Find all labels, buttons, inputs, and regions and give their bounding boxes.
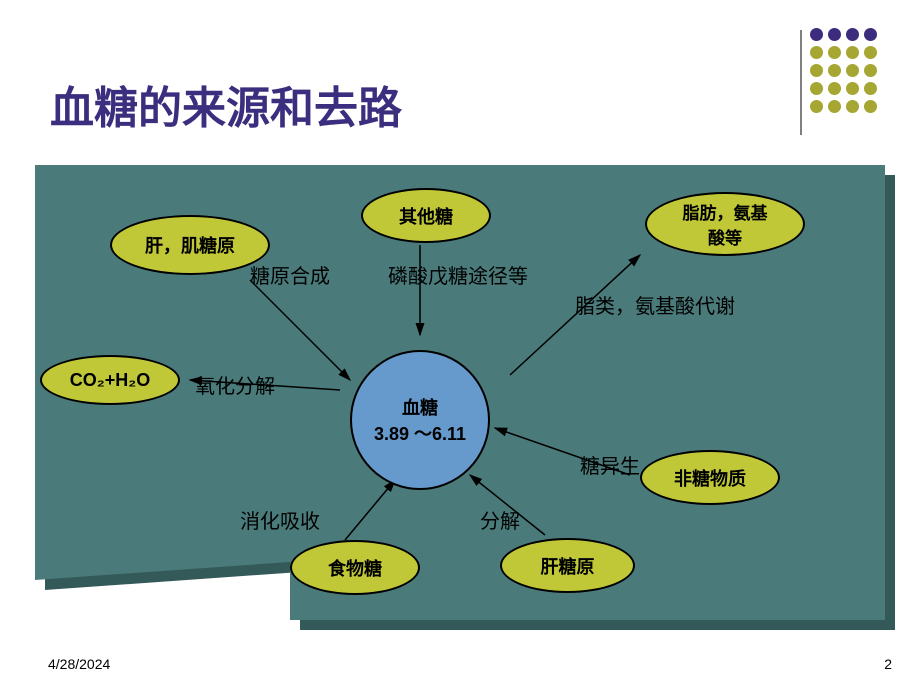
footer-date: 4/28/2024	[48, 656, 110, 672]
decorative-dot	[828, 64, 841, 77]
oval-o5: 非糖物质	[640, 450, 780, 505]
page-title: 血糖的来源和去路	[50, 72, 402, 136]
blood-sugar-center: 血糖 3.89 ～6.11	[350, 350, 490, 490]
oval-label: 其他糖	[399, 203, 453, 229]
decorative-dot	[846, 64, 859, 77]
arrow	[250, 280, 350, 380]
decorative-dots	[810, 28, 882, 118]
center-label-1: 血糖	[402, 394, 438, 420]
edge-label: 脂类，氨基酸代谢	[575, 290, 735, 319]
oval-o7: 肝糖原	[500, 538, 635, 593]
title-divider	[800, 30, 802, 135]
decorative-dot	[846, 28, 859, 41]
edge-label: 磷酸戊糖途径等	[388, 260, 528, 289]
decorative-dot	[846, 100, 859, 113]
edge-label: 糖原合成	[250, 260, 330, 289]
oval-o2: 其他糖	[361, 188, 491, 243]
decorative-dot	[864, 100, 877, 113]
decorative-dot	[828, 82, 841, 95]
oval-o1: 肝，肌糖原	[110, 215, 270, 275]
oval-o4: CO₂+H₂O	[40, 355, 180, 405]
oval-label: 肝，肌糖原	[145, 232, 235, 258]
footer-page: 2	[884, 656, 892, 672]
oval-label: 脂肪，氨基	[683, 199, 768, 224]
edge-label: 消化吸收	[240, 505, 320, 534]
blood-sugar-diagram: 血糖 3.89 ～6.11 肝，肌糖原 其他糖 脂肪，氨基酸等 CO₂+H₂O 非糖物质…	[0, 160, 920, 640]
edge-label: 氧化分解	[195, 370, 275, 399]
center-label-2: 3.89 ～6.11	[374, 420, 466, 446]
decorative-dot	[810, 46, 823, 59]
edge-label: 分解	[480, 505, 520, 534]
oval-label: CO₂+H₂O	[70, 370, 151, 391]
oval-label: 肝糖原	[541, 553, 595, 579]
decorative-dot	[864, 28, 877, 41]
decorative-dot	[810, 82, 823, 95]
oval-label: 酸等	[708, 224, 742, 249]
decorative-dot	[864, 82, 877, 95]
decorative-dot	[846, 82, 859, 95]
decorative-dot	[810, 100, 823, 113]
decorative-dot	[828, 100, 841, 113]
oval-o3: 脂肪，氨基酸等	[645, 192, 805, 256]
arrow	[345, 480, 395, 540]
decorative-dot	[828, 46, 841, 59]
oval-label: 非糖物质	[674, 465, 746, 491]
decorative-dot	[810, 64, 823, 77]
edge-label: 糖异生	[580, 450, 640, 479]
oval-label: 食物糖	[328, 555, 382, 581]
oval-o6: 食物糖	[290, 540, 420, 595]
decorative-dot	[846, 46, 859, 59]
decorative-dot	[810, 28, 823, 41]
decorative-dot	[864, 46, 877, 59]
decorative-dot	[864, 64, 877, 77]
decorative-dot	[828, 28, 841, 41]
